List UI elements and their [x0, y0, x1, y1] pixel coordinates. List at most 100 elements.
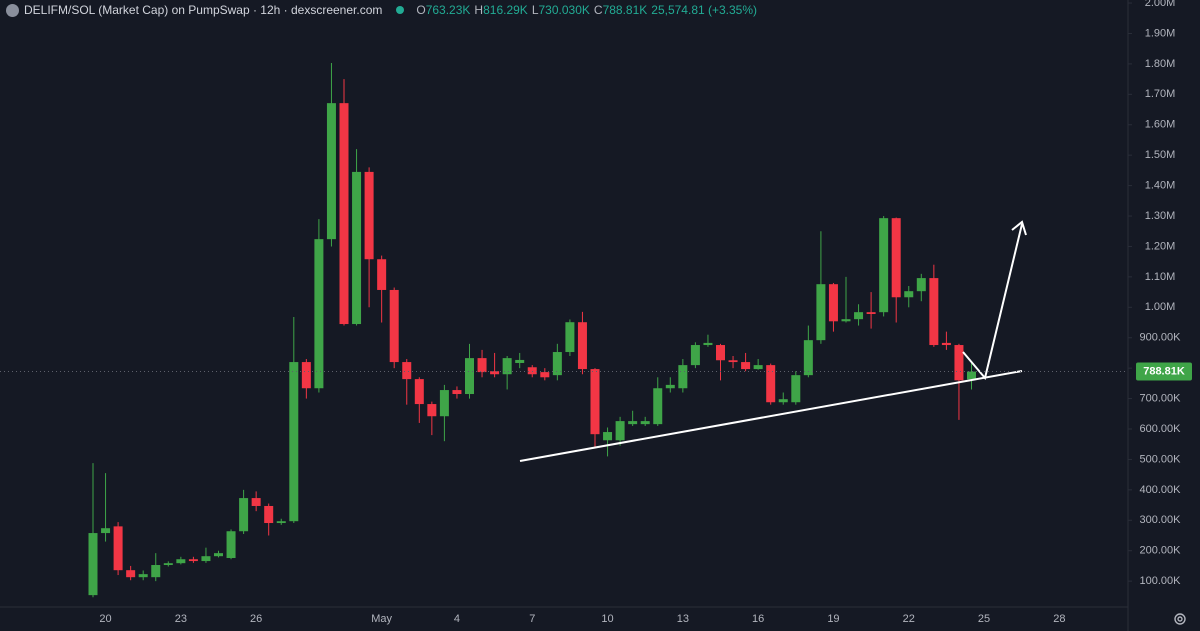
candle-body: [791, 375, 801, 403]
last-price-box: [1136, 362, 1192, 381]
y-tick-label: 1.50M: [1145, 149, 1176, 161]
candle-body: [552, 352, 562, 376]
x-tick-label: 16: [752, 613, 764, 625]
last-price-label: 788.81K: [1143, 365, 1185, 377]
candle-body: [276, 521, 286, 524]
candle-body: [716, 345, 725, 361]
arrow-head: [1011, 220, 1027, 236]
candle-body: [665, 384, 675, 389]
candle-body: [603, 432, 613, 441]
candle-body: [816, 284, 826, 341]
candle-body: [540, 372, 550, 378]
x-tick-label: 20: [99, 613, 111, 625]
status-dot: [396, 6, 405, 14]
candle-body: [565, 322, 575, 353]
candle-body: [866, 312, 876, 314]
projection-arrow: [962, 223, 1023, 381]
chart-title: DELIFM/SOL (Market Cap) on PumpSwap · 12…: [24, 3, 383, 17]
candle-body: [916, 278, 926, 292]
y-tick-label: 700.00K: [1140, 392, 1182, 404]
y-tick-label: 900.00K: [1140, 332, 1182, 344]
ohlc-key: H: [474, 3, 484, 17]
candle-body: [301, 362, 311, 389]
y-tick-label: 1.60M: [1145, 119, 1176, 131]
candle-body: [389, 289, 399, 363]
candle-body: [352, 171, 362, 325]
candle-body: [753, 365, 763, 370]
candle-body: [264, 505, 274, 524]
candle-body: [364, 171, 374, 260]
candle-body: [828, 284, 838, 322]
candle-body: [465, 358, 474, 395]
x-tick-label: 19: [827, 613, 839, 625]
candle-body: [201, 556, 211, 562]
candle-body: [163, 563, 173, 566]
chart-header: DELIFM/SOL (Market Cap) on PumpSwap · 12…: [6, 3, 761, 17]
candles: [88, 62, 976, 598]
y-tick-label: 500.00K: [1140, 453, 1182, 465]
candle-body: [766, 365, 776, 403]
ohlc-key: C: [593, 3, 603, 17]
candle-body: [502, 358, 512, 375]
candle-body: [452, 390, 462, 395]
settings-icon[interactable]: [1174, 613, 1186, 625]
candle-body: [439, 390, 449, 417]
candle-body: [490, 371, 500, 375]
candle-body: [841, 319, 851, 322]
ohlc-value: 816.29K: [483, 3, 528, 17]
candle-body: [803, 340, 813, 376]
candle-body: [778, 399, 788, 403]
candle-body: [703, 342, 713, 346]
x-tick-label: 10: [601, 613, 613, 625]
candle-body: [176, 559, 186, 564]
change-value: 25,574.81 (+3.35%): [651, 3, 758, 17]
y-tick-label: 1.40M: [1145, 180, 1176, 192]
candle-body: [678, 365, 688, 389]
candle-body: [214, 553, 223, 557]
candle-body: [477, 358, 487, 373]
candle-body: [527, 367, 537, 375]
candle-body: [929, 278, 939, 346]
annotations: [519, 220, 1027, 462]
candle-body: [188, 559, 198, 562]
candle-body: [741, 362, 751, 370]
candle-body: [326, 103, 336, 240]
candle-body: [728, 360, 738, 363]
y-tick-label: 200.00K: [1140, 545, 1182, 557]
candle-body: [339, 103, 349, 325]
candle-body: [101, 528, 111, 534]
x-tick-label: 28: [1053, 613, 1065, 625]
candle-body: [377, 259, 387, 290]
candle-body: [226, 531, 236, 559]
ohlc-value: 763.23K: [425, 3, 471, 17]
ohlc-key: L: [531, 3, 539, 17]
candle-body: [854, 312, 864, 320]
x-tick-label: 13: [677, 613, 689, 625]
candle-body: [314, 239, 324, 389]
candle-body: [879, 218, 889, 313]
y-tick-label: 400.00K: [1140, 484, 1182, 496]
candle-body: [515, 359, 525, 363]
y-tick-label: 1.10M: [1145, 271, 1176, 283]
candle-body: [615, 421, 625, 441]
candle-body: [640, 421, 650, 425]
candle-body: [113, 526, 123, 571]
candle-body: [904, 291, 914, 298]
candle-body: [414, 379, 424, 405]
candle-body: [941, 342, 951, 346]
token-icon: [6, 3, 19, 17]
candle-body: [967, 371, 976, 380]
candle-body: [126, 570, 136, 578]
candle-body: [577, 322, 587, 370]
x-tick-label: May: [371, 613, 392, 625]
y-tick-label: 1.70M: [1145, 88, 1176, 100]
candle-body: [653, 388, 663, 425]
ohlc-value: 788.81K: [602, 3, 648, 17]
candle-body: [289, 362, 299, 522]
y-tick-label: 100.00K: [1140, 575, 1182, 587]
candle-body: [402, 362, 412, 380]
y-tick-label: 300.00K: [1140, 514, 1182, 526]
x-tick-label: 26: [250, 613, 262, 625]
